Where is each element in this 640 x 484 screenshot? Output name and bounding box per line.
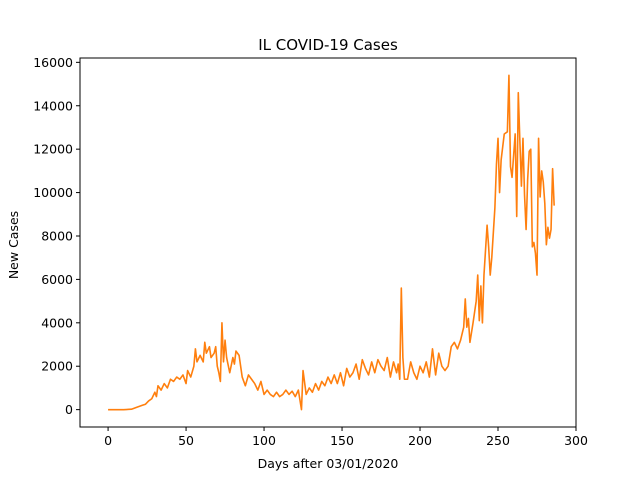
- y-tick-label: 4000: [41, 315, 73, 330]
- plot-area: [108, 74, 555, 411]
- y-tick-label: 8000: [41, 228, 73, 243]
- x-tick-label: 250: [486, 433, 510, 448]
- series-line: [108, 74, 555, 411]
- y-tick-label: 12000: [33, 142, 73, 157]
- y-axis: 0 2000 4000 6000 8000 10000 12000 14000 16000: [33, 55, 80, 417]
- y-tick-label: 0: [65, 402, 73, 417]
- y-tick-label: 16000: [33, 55, 73, 70]
- y-tick-label: 6000: [41, 272, 73, 287]
- y-axis-label: New Cases: [6, 211, 21, 279]
- x-tick-label: 300: [564, 433, 588, 448]
- x-tick-label: 200: [408, 433, 432, 448]
- chart-title: IL COVID-19 Cases: [258, 36, 398, 54]
- y-tick-label: 10000: [33, 185, 73, 200]
- x-tick-label: 0: [104, 433, 112, 448]
- x-tick-label: 150: [330, 433, 354, 448]
- x-axis-label: Days after 03/01/2020: [258, 456, 399, 471]
- plot-frame: [79, 57, 577, 428]
- y-tick-label: 2000: [41, 359, 73, 374]
- x-axis: 0 50 100 150 200 250 300: [104, 427, 588, 448]
- x-tick-label: 50: [178, 433, 194, 448]
- x-tick-label: 100: [252, 433, 276, 448]
- y-tick-label: 14000: [33, 98, 73, 113]
